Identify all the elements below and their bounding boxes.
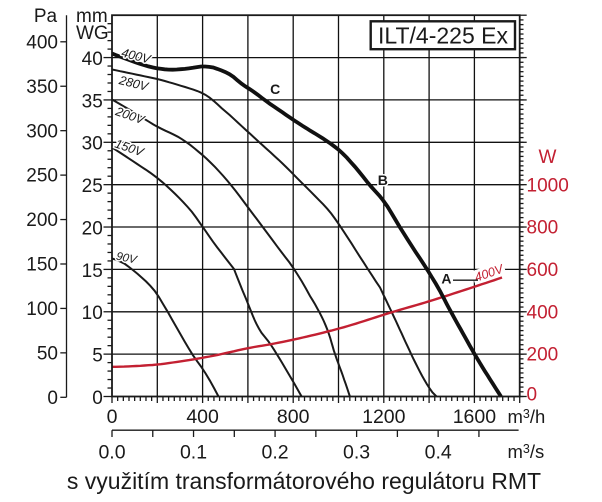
svg-text:100: 100 — [26, 299, 58, 320]
svg-text:50: 50 — [37, 344, 58, 365]
svg-text:5: 5 — [92, 346, 103, 367]
svg-text:35: 35 — [82, 91, 103, 112]
svg-text:0.4: 0.4 — [425, 441, 452, 463]
svg-text:1600: 1600 — [453, 406, 497, 428]
svg-text:0.2: 0.2 — [262, 441, 289, 463]
svg-text:800: 800 — [277, 406, 310, 428]
svg-text:15: 15 — [82, 261, 103, 282]
svg-text:1200: 1200 — [362, 406, 406, 428]
svg-text:Pa: Pa — [34, 6, 58, 27]
svg-text:400: 400 — [26, 32, 58, 53]
svg-text:W: W — [539, 147, 557, 168]
svg-text:0: 0 — [47, 388, 58, 409]
svg-text:150: 150 — [26, 255, 58, 276]
svg-text:ILT/4-225 Ex: ILT/4-225 Ex — [378, 23, 508, 49]
svg-text:C: C — [270, 81, 280, 97]
svg-text:300: 300 — [26, 121, 58, 142]
svg-text:250: 250 — [26, 166, 58, 187]
svg-text:150V: 150V — [113, 137, 147, 160]
svg-text:10: 10 — [82, 303, 103, 324]
svg-text:200: 200 — [527, 345, 559, 366]
svg-text:400: 400 — [186, 406, 219, 428]
svg-text:200V: 200V — [113, 104, 148, 128]
svg-text:mm: mm — [76, 6, 108, 27]
svg-text:200: 200 — [26, 210, 58, 231]
svg-text:WG: WG — [76, 23, 109, 44]
svg-text:0.0: 0.0 — [98, 441, 125, 463]
svg-text:40: 40 — [82, 49, 103, 70]
svg-text:A: A — [441, 271, 451, 287]
svg-text:30: 30 — [82, 134, 103, 155]
svg-text:m3/h: m3/h — [508, 406, 546, 427]
svg-text:0: 0 — [107, 406, 118, 428]
svg-text:s využitím transformátorového: s využitím transformátorového regulátoru… — [67, 468, 541, 494]
svg-text:1000: 1000 — [527, 175, 569, 196]
svg-text:0: 0 — [92, 388, 103, 409]
svg-text:0.3: 0.3 — [343, 441, 370, 463]
svg-text:m3/s: m3/s — [508, 441, 545, 462]
svg-text:0: 0 — [527, 385, 538, 406]
svg-text:0.1: 0.1 — [180, 441, 207, 463]
svg-text:600: 600 — [527, 260, 559, 281]
svg-text:350: 350 — [26, 77, 58, 98]
svg-text:800: 800 — [527, 218, 559, 239]
svg-text:25: 25 — [82, 176, 103, 197]
svg-text:20: 20 — [82, 218, 103, 239]
svg-text:400: 400 — [527, 302, 559, 323]
svg-text:B: B — [378, 172, 388, 188]
svg-text:90V: 90V — [115, 251, 139, 267]
